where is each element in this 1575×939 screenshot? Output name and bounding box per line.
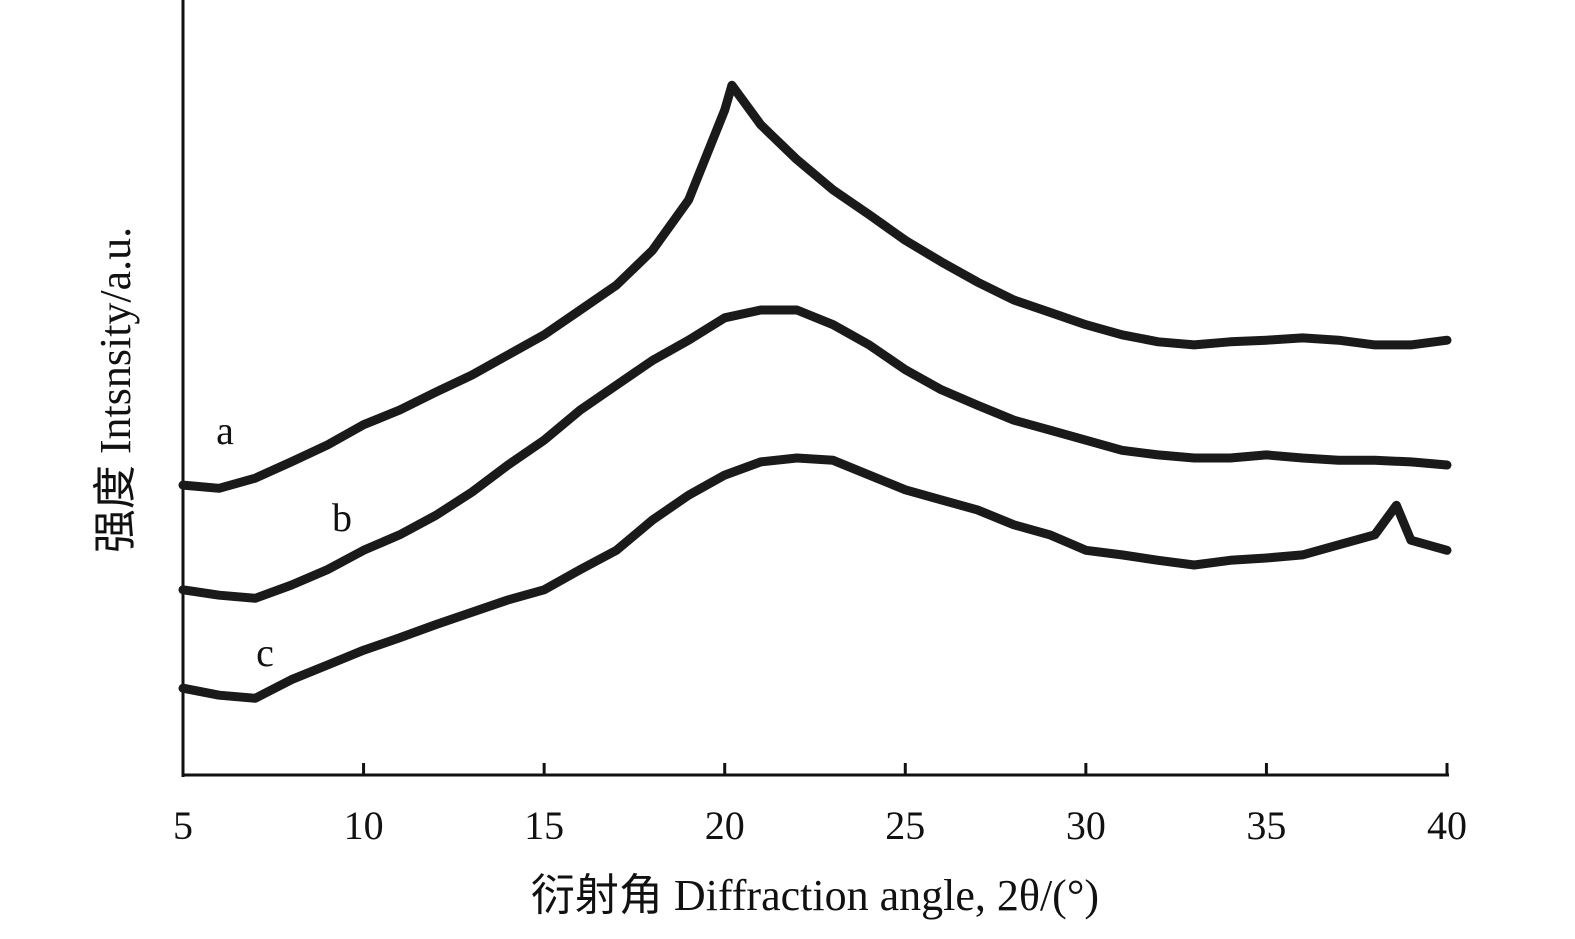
series-label: b bbox=[332, 495, 352, 540]
x-tick-label: 30 bbox=[1066, 803, 1106, 848]
x-tick-label: 10 bbox=[344, 803, 384, 848]
series-line bbox=[178, 80, 1452, 493]
x-tick-label: 35 bbox=[1246, 803, 1286, 848]
x-tick-label: 40 bbox=[1427, 803, 1467, 848]
x-axis-label: 衍射角 Diffraction angle, 2θ/(°) bbox=[531, 871, 1099, 920]
series-label: a bbox=[216, 408, 234, 453]
series-line bbox=[178, 305, 1452, 603]
series-label: c bbox=[256, 630, 274, 675]
y-axis-label: 强度 Intsnsity/a.u. bbox=[91, 227, 140, 553]
x-tick-label: 20 bbox=[705, 803, 745, 848]
series-line bbox=[178, 453, 1452, 703]
x-tick-label: 5 bbox=[173, 803, 193, 848]
x-tick-label: 15 bbox=[524, 803, 564, 848]
x-tick-label: 25 bbox=[885, 803, 925, 848]
